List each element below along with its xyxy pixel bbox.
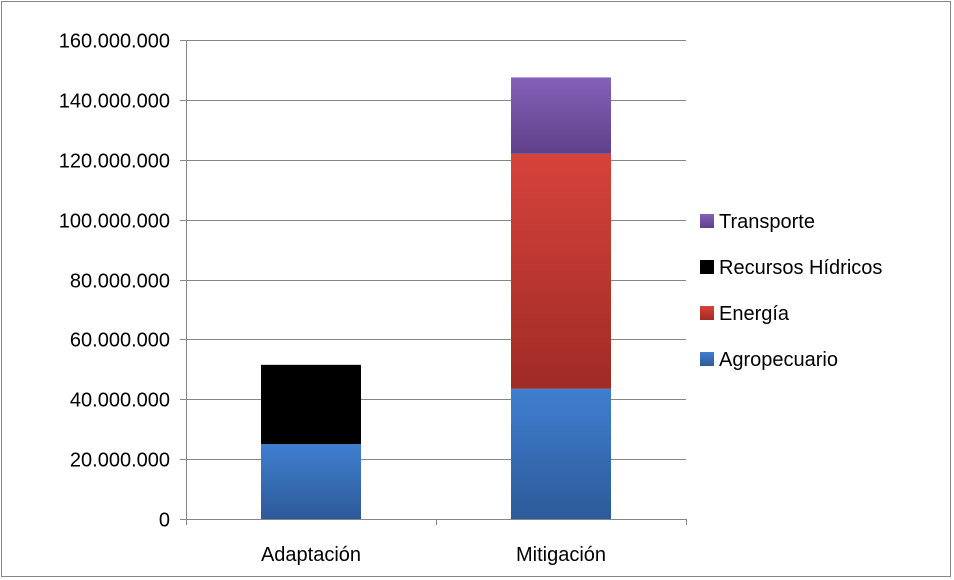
x-tick-label: Mitigación [516,544,606,566]
bar-segment [511,153,611,389]
bar-segment [261,364,361,445]
legend-label: Energía [719,303,790,325]
legend-swatch [700,214,714,228]
legend-swatch [700,352,714,366]
y-tick-label: 100.000.000 [59,211,170,233]
legend-swatch [700,306,714,320]
y-tick-label: 80.000.000 [70,271,170,293]
bars [261,77,611,519]
bar-segment [261,444,361,519]
legend-label: Transporte [719,211,815,233]
y-tick-label: 140.000.000 [59,91,170,113]
legend: Transporte Recursos Hídricos Energía Agrope… [700,211,882,371]
x-axis: Adaptación Mitigación [186,519,687,566]
x-tick-label: Adaptación [261,544,361,566]
y-tick-label: 120.000.000 [59,151,170,173]
y-tick-label: 60.000.000 [70,330,170,352]
bar-segment [511,388,611,519]
legend-label: Recursos Hídricos [719,257,882,279]
y-axis: 0 20.000.000 40.000.000 60.000.000 80.000.00… [59,31,187,532]
legend-swatch [700,260,714,274]
y-tick-label: 160.000.000 [59,31,170,53]
bar-segment [511,77,611,154]
y-tick-label: 40.000.000 [70,390,170,412]
y-tick-label: 0 [159,510,170,532]
y-tick-label: 20.000.000 [70,450,170,472]
legend-label: Agropecuario [719,349,838,371]
